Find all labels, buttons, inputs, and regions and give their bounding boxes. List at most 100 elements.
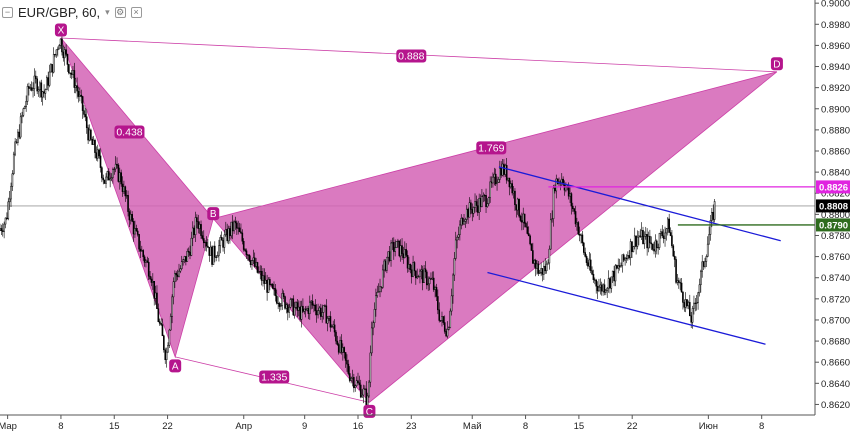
candle-body [614, 265, 617, 282]
candle-body [297, 306, 300, 311]
candle-body [302, 305, 304, 312]
candle-body [201, 235, 204, 239]
candle-body [438, 309, 441, 321]
candle-body [449, 310, 452, 328]
candle-body [310, 300, 312, 303]
candle-body [474, 201, 476, 208]
candle-body [288, 307, 290, 313]
candle-body [277, 302, 279, 304]
candle-body [686, 299, 688, 307]
candle-body [139, 248, 142, 252]
candle-body [375, 295, 377, 310]
candle-body [588, 259, 591, 267]
candle-body [154, 292, 157, 299]
candle-body [116, 163, 118, 166]
candle-body [544, 265, 547, 272]
candle-body [555, 178, 558, 192]
candle-body [22, 108, 25, 116]
candle-body [197, 221, 200, 229]
candle-body [343, 347, 346, 353]
candle-body [90, 129, 92, 140]
candle-body [529, 235, 531, 245]
candle-body [372, 322, 374, 329]
minus-square-icon[interactable]: − [2, 6, 13, 18]
candle-body [598, 286, 600, 292]
candle-body [355, 380, 358, 386]
candle-body [609, 278, 611, 289]
y-tick-label: 0.8900 [821, 104, 850, 115]
candle-body [512, 190, 515, 194]
candle-body [402, 253, 405, 258]
candle-body [227, 228, 230, 242]
candle-body [230, 221, 233, 237]
candle-body [12, 153, 15, 174]
candle-body [655, 240, 658, 248]
candle-body [463, 221, 465, 225]
candle-body [556, 178, 559, 185]
channel-line-1 [498, 166, 781, 242]
y-tick-label: 0.8840 [821, 168, 850, 179]
gear-icon[interactable]: ⚙ [114, 6, 126, 18]
candle-body [205, 241, 208, 247]
candle-body [40, 82, 43, 98]
candle-body [376, 291, 379, 297]
candle-body [675, 259, 677, 283]
candle-body [521, 220, 523, 223]
candle-body [448, 327, 450, 330]
candle-body [269, 279, 271, 285]
candle-body [441, 316, 443, 321]
candle-body [270, 284, 273, 286]
candle-body [359, 384, 362, 398]
candle-body [643, 235, 646, 245]
candle-body [274, 288, 277, 297]
candle-body [405, 249, 407, 256]
candle-body [163, 335, 165, 351]
candle-body [101, 167, 103, 179]
candle-body [280, 305, 282, 307]
candle-body [640, 230, 643, 237]
candle-body [697, 292, 699, 303]
price-axis: 0.8620 0.8640 0.8660 0.8680 0.8700 0.8720 0.87… [814, 0, 850, 415]
candle-body [32, 88, 34, 91]
candle-body [475, 201, 478, 206]
candle-body [15, 141, 18, 143]
candle-body [117, 164, 120, 182]
x-tick-label: 22 [627, 421, 638, 432]
candle-body [300, 305, 303, 320]
candle-body [118, 172, 121, 182]
candle-body [406, 255, 409, 269]
candle-body [494, 173, 497, 185]
candle-body [434, 287, 436, 290]
candle-body [160, 323, 162, 325]
candle-body [260, 270, 263, 281]
candle-body [536, 263, 538, 269]
ratio-label-bg [476, 141, 507, 155]
candle-body [131, 214, 133, 222]
candle-body [713, 201, 716, 220]
close-icon[interactable]: × [130, 6, 142, 18]
pattern-triangle-bcd [212, 71, 778, 403]
candle-body [453, 258, 456, 276]
candle-body [308, 301, 311, 314]
candle-body [258, 271, 260, 273]
candle-body [680, 282, 683, 293]
candle-body [29, 87, 32, 89]
candle-body [401, 245, 403, 254]
x-tick-label: 15 [109, 421, 120, 432]
chevron-down-icon[interactable]: ▾ [105, 6, 110, 17]
candle-body [176, 274, 179, 277]
symbol-label[interactable]: EUR/GBP, 60, [18, 4, 101, 20]
candle-body [1, 230, 4, 232]
candle-body [66, 54, 69, 65]
candle-body [370, 327, 373, 354]
candle-body [324, 305, 326, 307]
candle-body [321, 312, 323, 317]
candle-body [518, 198, 520, 217]
point-label-bg [207, 207, 220, 221]
candle-body [347, 363, 350, 374]
candle-body [10, 186, 12, 200]
candle-body [701, 261, 704, 272]
candle-body [317, 310, 319, 316]
